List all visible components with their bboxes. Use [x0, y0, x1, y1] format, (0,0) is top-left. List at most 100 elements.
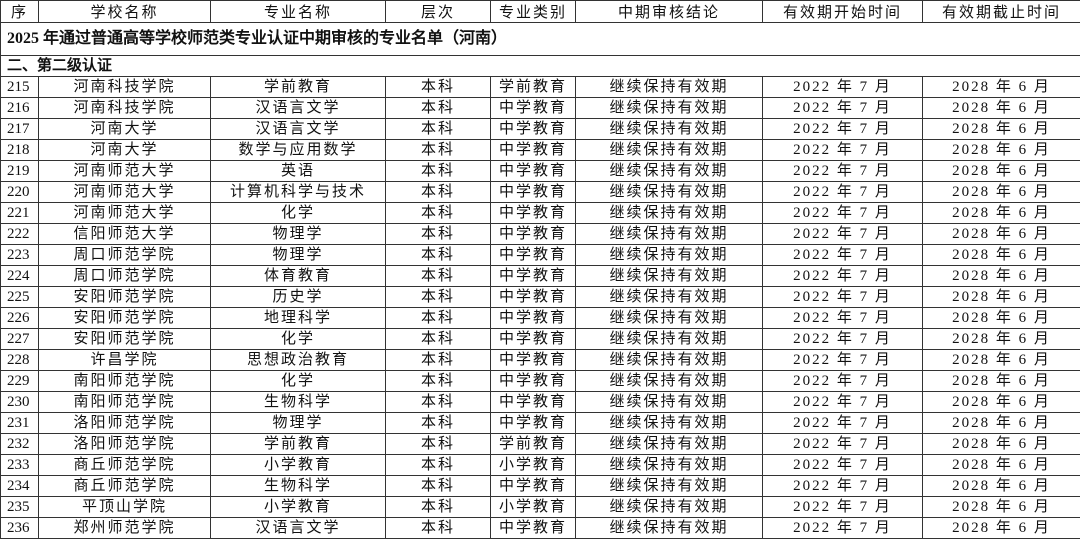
- table-cell: 2022 年 7 月: [762, 517, 923, 539]
- table-cell: 洛阳师范学院: [38, 412, 211, 434]
- table-cell: 216: [0, 97, 39, 119]
- table-cell: 小学教育: [490, 496, 576, 518]
- table-cell: 河南科技学院: [38, 76, 211, 98]
- table-row: 229 南阳师范学院 化学 本科 中学教育 继续保持有效期 2022 年 7 月 2028 年…: [0, 370, 1080, 392]
- table-cell: 继续保持有效期: [575, 475, 763, 497]
- table-cell: 221: [0, 202, 39, 224]
- table-cell: 2028 年 6 月: [922, 412, 1080, 434]
- table-cell: 本科: [385, 328, 491, 350]
- table-cell: 2028 年 6 月: [922, 349, 1080, 371]
- table-cell: 周口师范学院: [38, 265, 211, 287]
- table-cell: 2028 年 6 月: [922, 76, 1080, 98]
- table-cell: 生物科学: [210, 475, 386, 497]
- table-cell: 2028 年 6 月: [922, 475, 1080, 497]
- table-cell: 继续保持有效期: [575, 307, 763, 329]
- table-cell: 232: [0, 433, 39, 455]
- column-header: 有效期截止时间: [922, 0, 1080, 23]
- table-cell: 本科: [385, 160, 491, 182]
- table-cell: 学前教育: [210, 76, 386, 98]
- table-row: 218 河南大学 数学与应用数学 本科 中学教育 继续保持有效期 2022 年 7 月 202…: [0, 139, 1080, 161]
- table-cell: 生物科学: [210, 391, 386, 413]
- table-cell: 230: [0, 391, 39, 413]
- table-cell: 继续保持有效期: [575, 139, 763, 161]
- table-cell: 2022 年 7 月: [762, 139, 923, 161]
- table-cell: 2022 年 7 月: [762, 265, 923, 287]
- table-row: 227 安阳师范学院 化学 本科 中学教育 继续保持有效期 2022 年 7 月 2028 年…: [0, 328, 1080, 350]
- table-cell: 231: [0, 412, 39, 434]
- table-cell: 本科: [385, 517, 491, 539]
- table-row: 235 平顶山学院 小学教育 本科 小学教育 继续保持有效期 2022 年 7 月 2028 …: [0, 496, 1080, 518]
- table-cell: 2022 年 7 月: [762, 349, 923, 371]
- table-cell: 2028 年 6 月: [922, 202, 1080, 224]
- table-cell: 继续保持有效期: [575, 181, 763, 203]
- table-cell: 继续保持有效期: [575, 265, 763, 287]
- table-cell: 思想政治教育: [210, 349, 386, 371]
- table-cell: 继续保持有效期: [575, 517, 763, 539]
- table-cell: 2022 年 7 月: [762, 433, 923, 455]
- table-cell: 继续保持有效期: [575, 160, 763, 182]
- table-cell: 本科: [385, 391, 491, 413]
- table-cell: 2022 年 7 月: [762, 160, 923, 182]
- table-cell: 2022 年 7 月: [762, 328, 923, 350]
- table-cell: 历史学: [210, 286, 386, 308]
- table-cell: 2022 年 7 月: [762, 307, 923, 329]
- table-cell: 中学教育: [490, 202, 576, 224]
- table-cell: 2022 年 7 月: [762, 97, 923, 119]
- table-cell: 中学教育: [490, 223, 576, 245]
- table-cell: 227: [0, 328, 39, 350]
- table-cell: 继续保持有效期: [575, 433, 763, 455]
- table-row: 228 许昌学院 思想政治教育 本科 中学教育 继续保持有效期 2022 年 7 月 2028…: [0, 349, 1080, 371]
- table-cell: 继续保持有效期: [575, 118, 763, 140]
- table-cell: 本科: [385, 265, 491, 287]
- table-cell: 2022 年 7 月: [762, 244, 923, 266]
- table-cell: 本科: [385, 349, 491, 371]
- table-cell: 小学教育: [490, 454, 576, 476]
- table-cell: 继续保持有效期: [575, 454, 763, 476]
- table-cell: 2028 年 6 月: [922, 118, 1080, 140]
- table-cell: 化学: [210, 370, 386, 392]
- table-cell: 本科: [385, 496, 491, 518]
- table-row: 215 河南科技学院 学前教育 本科 学前教育 继续保持有效期 2022 年 7 月 2028…: [0, 76, 1080, 98]
- table-cell: 南阳师范学院: [38, 391, 211, 413]
- table-cell: 中学教育: [490, 181, 576, 203]
- header-row: 序学校名称 专业名称 层次 专业类别 中期审核结论 有效期开始时间 有效期截止时间: [0, 0, 1080, 23]
- table-cell: 233: [0, 454, 39, 476]
- table-cell: 物理学: [210, 223, 386, 245]
- table-cell: 2022 年 7 月: [762, 475, 923, 497]
- table-row: 221 河南师范大学 化学 本科 中学教育 继续保持有效期 2022 年 7 月 2028 年…: [0, 202, 1080, 224]
- table-cell: 本科: [385, 412, 491, 434]
- column-header: 序: [0, 0, 39, 23]
- table-cell: 中学教育: [490, 160, 576, 182]
- table-row: 224 周口师范学院 体育教育 本科 中学教育 继续保持有效期 2022 年 7 月 2028…: [0, 265, 1080, 287]
- table-body: 215 河南科技学院 学前教育 本科 学前教育 继续保持有效期 2022 年 7 月 2028…: [0, 76, 1080, 539]
- table-cell: 汉语言文学: [210, 97, 386, 119]
- table-cell: 继续保持有效期: [575, 286, 763, 308]
- table-cell: 224: [0, 265, 39, 287]
- table-cell: 2022 年 7 月: [762, 286, 923, 308]
- table-cell: 225: [0, 286, 39, 308]
- table-row: 220 河南师范大学 计算机科学与技术 本科 中学教育 继续保持有效期 2022 年 7 月…: [0, 181, 1080, 203]
- table-cell: 商丘师范学院: [38, 475, 211, 497]
- table-cell: 2028 年 6 月: [922, 286, 1080, 308]
- table-cell: 中学教育: [490, 391, 576, 413]
- table-cell: 234: [0, 475, 39, 497]
- table-cell: 商丘师范学院: [38, 454, 211, 476]
- table-row: 223 周口师范学院 物理学 本科 中学教育 继续保持有效期 2022 年 7 月 2028 …: [0, 244, 1080, 266]
- table-cell: 中学教育: [490, 412, 576, 434]
- table-cell: 229: [0, 370, 39, 392]
- table-cell: 物理学: [210, 244, 386, 266]
- table-cell: 河南师范大学: [38, 181, 211, 203]
- column-header: 层次: [385, 0, 491, 23]
- table-cell: 2022 年 7 月: [762, 76, 923, 98]
- table-cell: 许昌学院: [38, 349, 211, 371]
- table-cell: 继续保持有效期: [575, 370, 763, 392]
- table-cell: 235: [0, 496, 39, 518]
- table-row: 231 洛阳师范学院 物理学 本科 中学教育 继续保持有效期 2022 年 7 月 2028 …: [0, 412, 1080, 434]
- table-row: 216 河南科技学院 汉语言文学 本科 中学教育 继续保持有效期 2022 年 7 月 202…: [0, 97, 1080, 119]
- table-cell: 2022 年 7 月: [762, 496, 923, 518]
- table-cell: 安阳师范学院: [38, 307, 211, 329]
- section-row: 二、第二级认证: [0, 55, 1080, 77]
- table-cell: 226: [0, 307, 39, 329]
- table-row: 233 商丘师范学院 小学教育 本科 小学教育 继续保持有效期 2022 年 7 月 2028…: [0, 454, 1080, 476]
- table-cell: 学前教育: [210, 433, 386, 455]
